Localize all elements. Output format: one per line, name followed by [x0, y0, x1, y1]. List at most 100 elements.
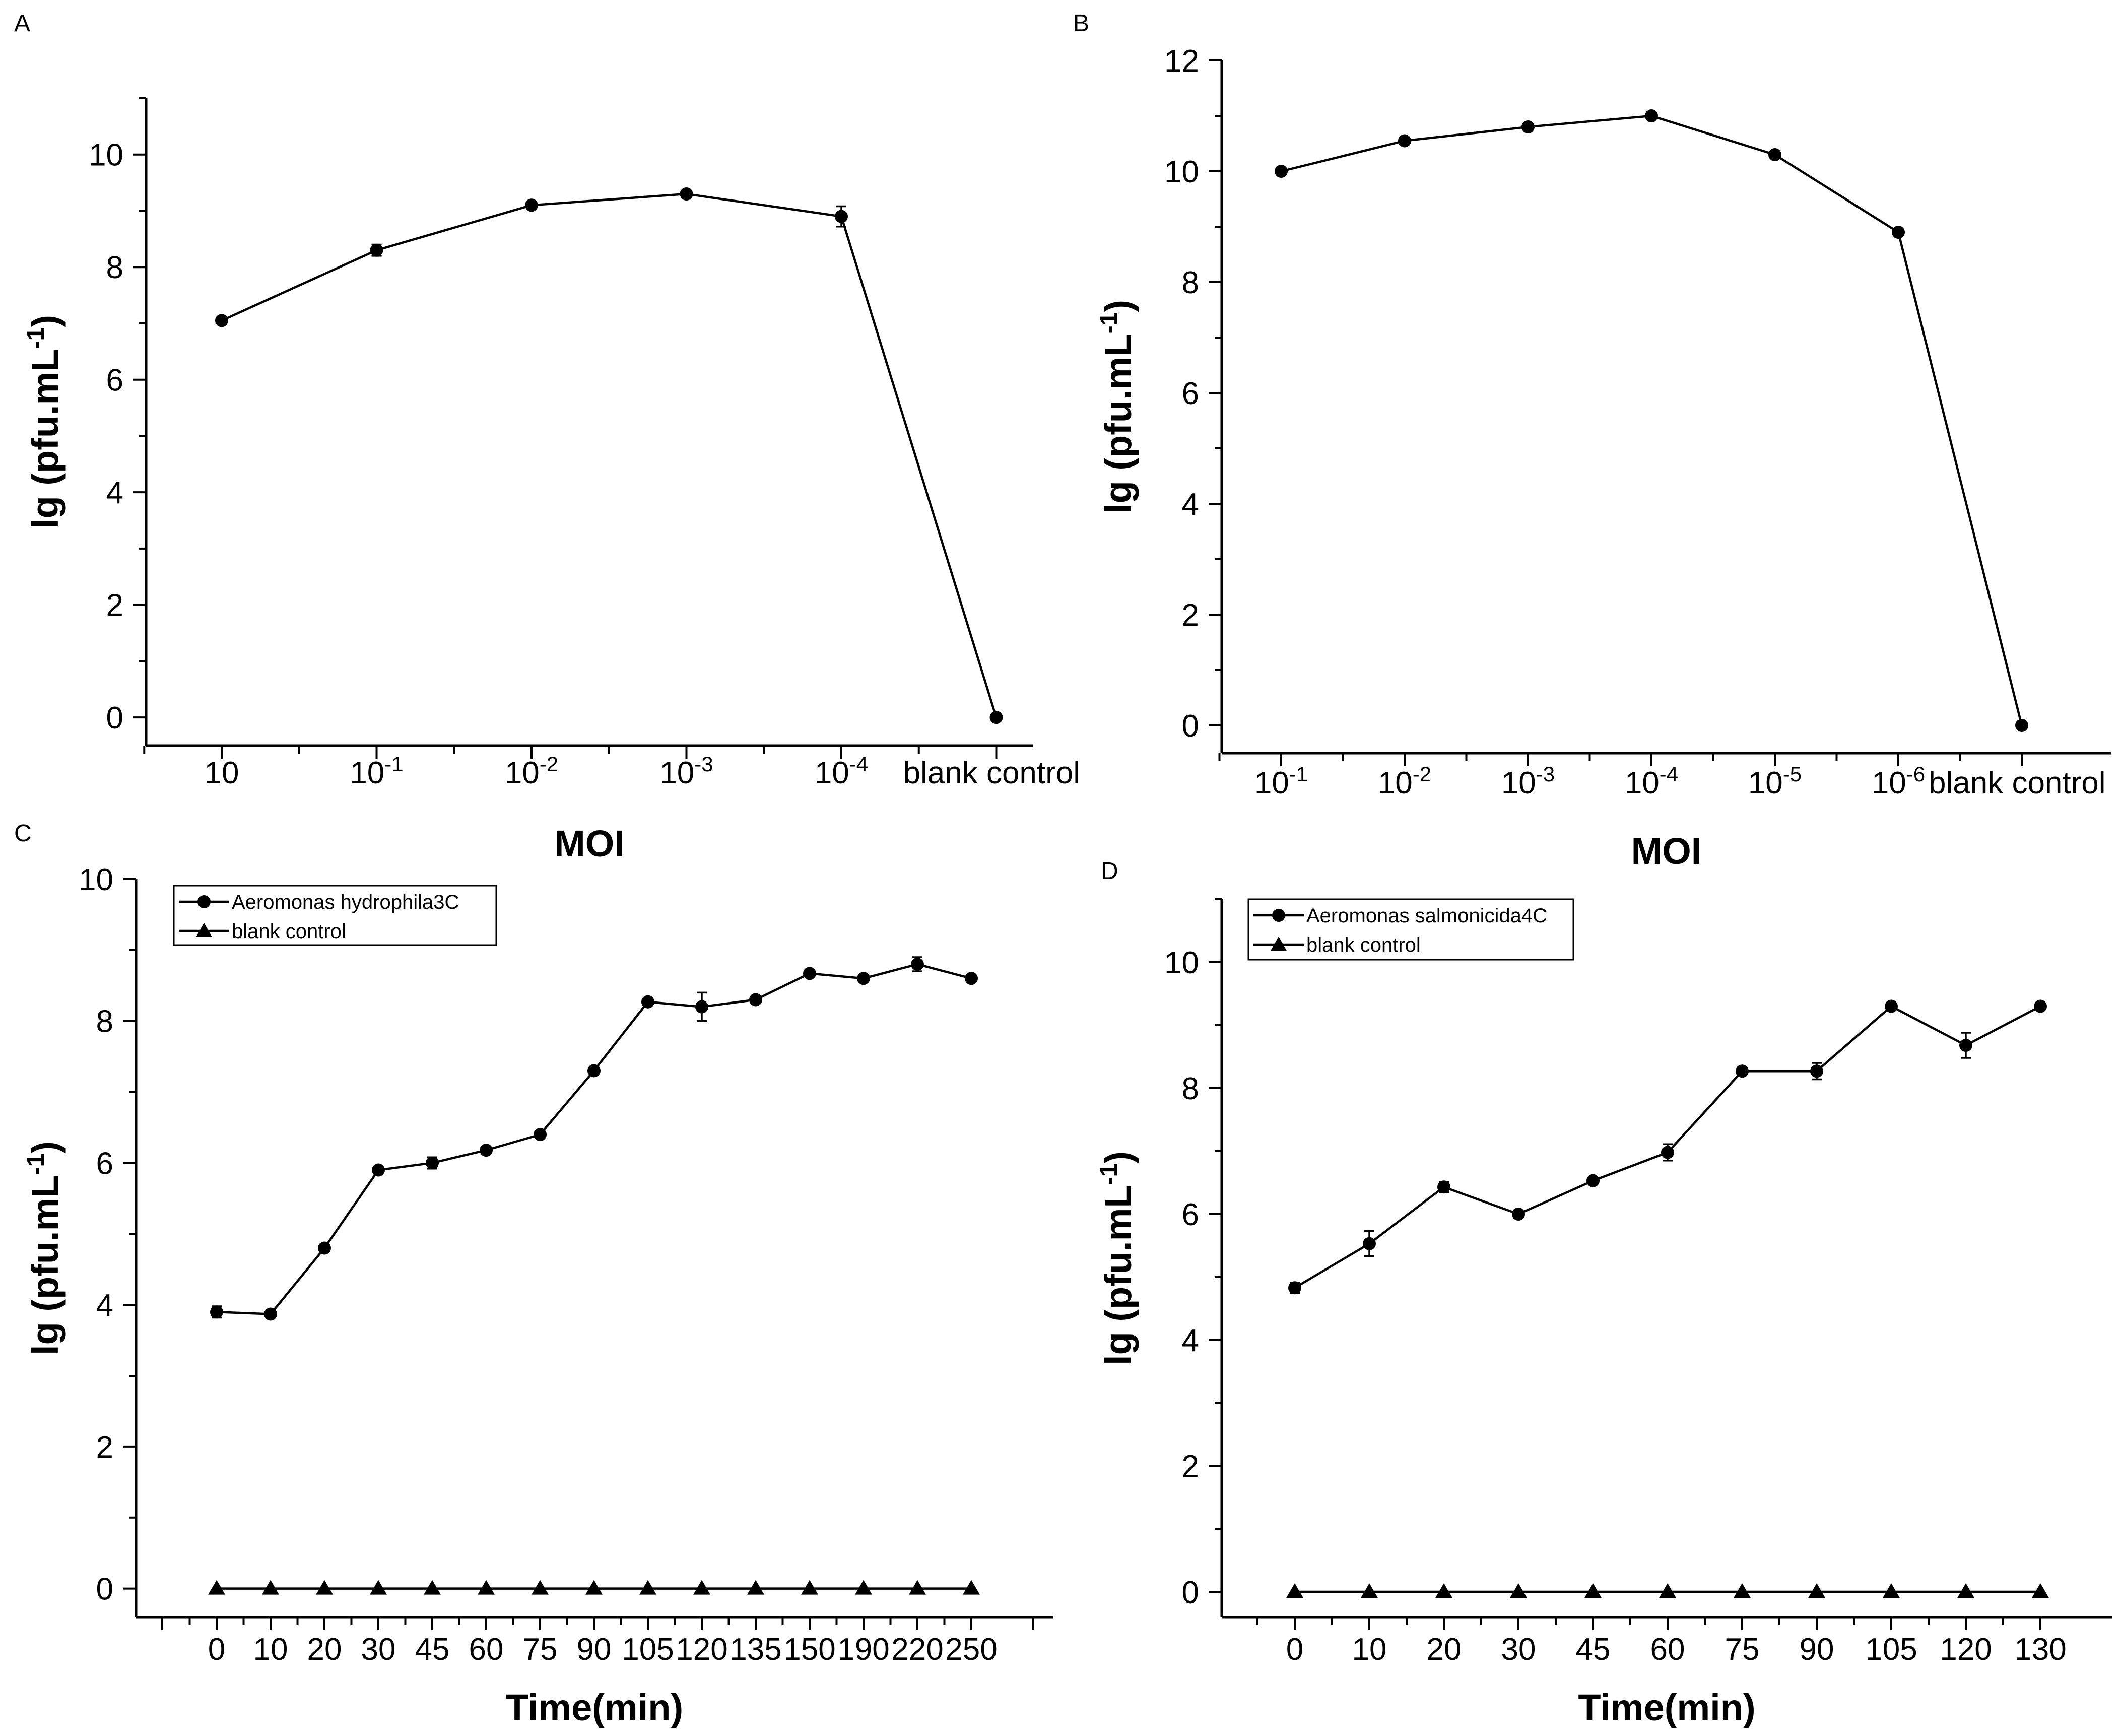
x-tick-label: 90	[577, 1632, 612, 1667]
x-tick-label: 10-4	[815, 752, 868, 790]
panel-label: A	[14, 10, 30, 37]
data-point	[264, 1307, 277, 1321]
data-point-triangle	[747, 1580, 764, 1595]
chart-panel-b: B 0 2 4 6 8 10 12 10-1 10-2 10-3 10-4 10-5 10-6 blank …	[1073, 10, 2111, 872]
y-tick-label: 10	[1164, 946, 1199, 980]
legend-entry: blank control	[1306, 934, 1421, 956]
legend-box	[173, 885, 497, 946]
data-point	[587, 1064, 601, 1078]
y-tick-label: 2	[1182, 1449, 1199, 1484]
series-line	[216, 963, 972, 1315]
data-point-triangle	[2032, 1583, 2049, 1598]
data-point	[803, 967, 816, 980]
legend-marker	[1272, 909, 1285, 922]
data-point-triangle	[909, 1580, 926, 1595]
y-tick-label: 2	[1182, 598, 1199, 633]
y-tick-label: 12	[1164, 44, 1199, 79]
data-point	[1521, 120, 1535, 133]
data-point-triangle	[1510, 1583, 1527, 1598]
data-point	[911, 958, 924, 971]
x-tick-label: 75	[523, 1632, 558, 1667]
data-point	[370, 243, 383, 257]
x-tick-label: 120	[676, 1632, 727, 1667]
data-point	[525, 198, 538, 212]
data-point	[989, 711, 1003, 724]
x-tick-label: 60	[469, 1632, 504, 1667]
x-tick-label: 105	[622, 1632, 674, 1667]
data-point-triangle	[1957, 1583, 1974, 1598]
x-tick-label: 60	[1650, 1632, 1685, 1667]
data-point	[1892, 226, 1905, 239]
data-point	[1736, 1064, 1749, 1078]
y-tick-label: 2	[106, 588, 123, 623]
x-tick-label: 190	[837, 1632, 889, 1667]
y-tick-label: 10	[79, 862, 113, 897]
data-point-triangle	[1435, 1583, 1452, 1598]
data-point-triangle	[1883, 1583, 1900, 1598]
x-tick-label: 20	[1427, 1632, 1462, 1667]
y-axis-title: lg (pfu.mL-1)	[1096, 300, 1139, 514]
data-point	[835, 210, 848, 223]
data-point-triangle	[1808, 1583, 1825, 1598]
y-tick-label: 10	[89, 138, 123, 173]
x-axis-title: MOI	[554, 823, 625, 864]
y-tick-label: 4	[106, 476, 123, 510]
data-point-triangle	[801, 1580, 818, 1595]
y-tick-label: 6	[1182, 376, 1199, 411]
panel-label: D	[1101, 858, 1118, 885]
x-tick-label: 30	[1501, 1632, 1536, 1667]
x-tick-label: blank control	[1929, 766, 2106, 800]
panel-label: B	[1073, 10, 1089, 37]
data-point	[1512, 1208, 1525, 1221]
x-tick-label: 10	[1352, 1632, 1387, 1667]
x-tick-label: 10	[205, 756, 239, 790]
chart-panel-c: C 0 2 4 6 8 10 0 10 20 30 45 60 75 90 105 120 135 150 190 22…	[14, 820, 1053, 1728]
y-tick-label: 6	[96, 1146, 113, 1181]
x-tick-label: 10-5	[1748, 762, 1802, 800]
legend-box	[1247, 898, 1574, 961]
x-tick-label: 90	[1800, 1632, 1834, 1667]
data-point	[1885, 999, 1898, 1013]
x-tick-label: 130	[2014, 1632, 2066, 1667]
y-tick-label: 8	[1182, 265, 1199, 300]
data-point	[372, 1163, 385, 1177]
x-axis-title: Time(min)	[1578, 1687, 1755, 1728]
data-point	[215, 314, 228, 327]
y-tick-label: 8	[106, 250, 123, 285]
data-point	[1810, 1064, 1823, 1078]
data-point	[1586, 1174, 1600, 1187]
data-point	[210, 1305, 223, 1319]
data-point	[426, 1156, 439, 1170]
x-tick-label: 20	[307, 1632, 342, 1667]
data-point-triangle	[693, 1580, 710, 1595]
data-point-triangle	[855, 1580, 872, 1595]
chart-panel-d: D 0 2 4 6 8 10 0 10 20 30 45 60 75 90 105 120 130 Time(min…	[1096, 858, 2112, 1728]
data-point	[965, 972, 978, 985]
data-point-triangle	[532, 1580, 549, 1595]
data-point-triangle	[478, 1580, 495, 1595]
x-tick-label: 105	[1865, 1632, 1917, 1667]
legend: Aeromonas salmonicida4C blank control	[1247, 898, 1574, 961]
legend-entry: Aeromonas salmonicida4C	[1306, 905, 1547, 927]
data-point	[1437, 1180, 1450, 1194]
legend-entry: Aeromonas hydrophila3C	[232, 891, 459, 913]
y-axis-title: lg (pfu.mL-1)	[1096, 1151, 1139, 1365]
y-tick-label: 6	[1182, 1197, 1199, 1232]
x-tick-label: 10-6	[1872, 762, 1925, 800]
x-tick-label: 10-4	[1625, 762, 1678, 800]
data-point	[480, 1144, 493, 1157]
data-point-triangle	[1659, 1583, 1676, 1598]
legend: Aeromonas hydrophila3C blank control	[173, 885, 497, 946]
legend-marker	[197, 895, 211, 908]
x-tick-label: 135	[730, 1632, 781, 1667]
series-line	[1281, 114, 2023, 726]
data-point	[534, 1128, 547, 1142]
y-tick-label: 4	[1182, 1323, 1199, 1358]
x-tick-label: 120	[1940, 1632, 1992, 1667]
data-point	[1398, 134, 1411, 148]
series-line	[221, 192, 998, 718]
x-tick-label: 45	[1576, 1632, 1611, 1667]
data-point	[1645, 109, 1658, 122]
y-tick-label: 0	[96, 1572, 113, 1607]
